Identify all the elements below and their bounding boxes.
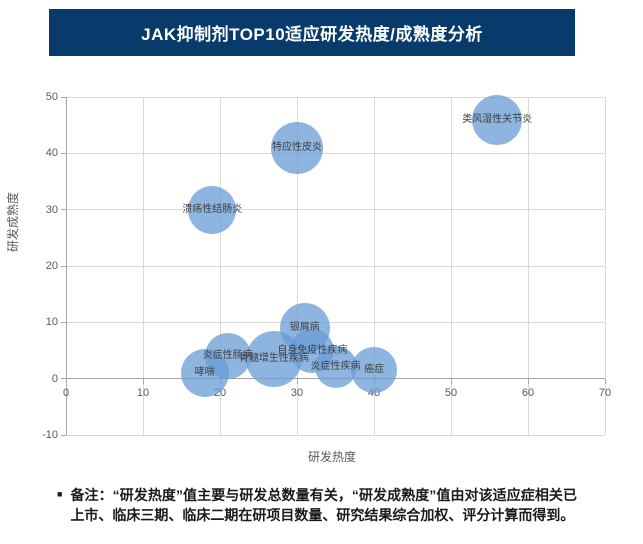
y-tick-label: 20 xyxy=(45,260,58,272)
y-tick-label: 40 xyxy=(45,147,58,160)
bubble-ulcerative-colitis xyxy=(188,185,237,234)
bubble-atopic-dermatitis xyxy=(271,121,323,174)
y-tick-mark xyxy=(61,265,66,267)
bubble-label-rheumatoid-arthritis: 类风湿性关节炎 xyxy=(462,113,533,125)
x-tick-mark xyxy=(527,378,529,384)
v-gridline xyxy=(604,97,606,435)
bubble-asthma xyxy=(180,349,229,398)
bubble-label-asthma: 哮喘 xyxy=(194,367,215,379)
bubble-rheumatoid-arthritis xyxy=(472,94,523,145)
y-tick-mark xyxy=(61,321,66,323)
h-gridline xyxy=(66,321,605,323)
bubble-label-myeloproliferative-disease: 骨髓增生性疾病 xyxy=(238,352,309,364)
note-text: 备注：“研发热度”值主要与研发总数量有关，“研发成熟度”值由对该适应症相关已上市… xyxy=(70,487,577,523)
y-tick-mark xyxy=(61,96,66,98)
bubble-myeloproliferative-disease xyxy=(245,330,302,387)
bubble-label-psoriasis: 银屑病 xyxy=(289,321,320,333)
x-tick-label: 30 xyxy=(290,386,304,399)
bubble-label-atopic-dermatitis: 特应性皮炎 xyxy=(272,141,322,153)
x-tick-mark xyxy=(65,378,67,384)
y-tick-label: -10 xyxy=(42,429,58,441)
note-bullet-icon: ■ xyxy=(57,489,63,499)
y-tick-mark xyxy=(61,378,66,380)
y-tick-label: 0 xyxy=(51,372,58,385)
x-tick-label: 60 xyxy=(521,386,535,399)
bubble-chart: 50403020100-10010203040506070类风湿性关节炎特应性皮… xyxy=(6,91,612,464)
h-gridline xyxy=(66,96,605,98)
h-gridline xyxy=(66,152,605,154)
plot-area: 50403020100-10010203040506070类风湿性关节炎特应性皮… xyxy=(42,91,612,441)
bubble-cancer xyxy=(351,347,397,394)
h-gridline xyxy=(66,265,605,267)
h-gridline xyxy=(66,209,605,211)
bubble-label-cancer: 癌症 xyxy=(364,364,384,376)
y-axis-line xyxy=(65,97,67,435)
footnote: ■ 备注：“研发热度”值主要与研发总数量有关，“研发成熟度”值由对该适应症相关已… xyxy=(57,485,577,525)
y-tick-label: 30 xyxy=(45,203,58,216)
x-tick-mark xyxy=(296,378,298,384)
bubble-label-inflammatory-bowel-disease: 炎症性肠病 xyxy=(202,350,253,362)
bubble-label-ulcerative-colitis: 溃疡性结肠炎 xyxy=(182,203,243,215)
x-tick-label: 50 xyxy=(444,386,458,399)
chart-title: JAK抑制剂TOP10适应研发热度/成熟度分析 xyxy=(141,25,483,44)
x-tick-label: 70 xyxy=(598,386,612,399)
y-tick-mark xyxy=(61,209,66,211)
bubble-label-autoimmune-disease: 自身免疫性疾病 xyxy=(277,344,348,356)
y-tick-label: 10 xyxy=(45,316,58,329)
y-tick-mark xyxy=(61,434,66,436)
x-tick-mark xyxy=(450,378,452,384)
y-axis-title: 研发成熟度 xyxy=(6,192,20,253)
chart-title-bar: JAK抑制剂TOP10适应研发热度/成熟度分析 xyxy=(49,9,575,56)
bubble-label-inflammatory-disease: 炎症性疾病 xyxy=(310,361,361,373)
x-tick-label: 0 xyxy=(62,386,70,399)
x-tick-mark xyxy=(142,378,144,384)
x-tick-label: 10 xyxy=(136,386,150,399)
x-axis-title: 研发热度 xyxy=(307,450,356,464)
h-gridline xyxy=(66,434,605,436)
y-tick-mark xyxy=(61,152,66,154)
x-tick-mark xyxy=(604,378,606,384)
bubble-inflammatory-disease xyxy=(314,346,357,389)
y-tick-label: 50 xyxy=(45,91,58,103)
